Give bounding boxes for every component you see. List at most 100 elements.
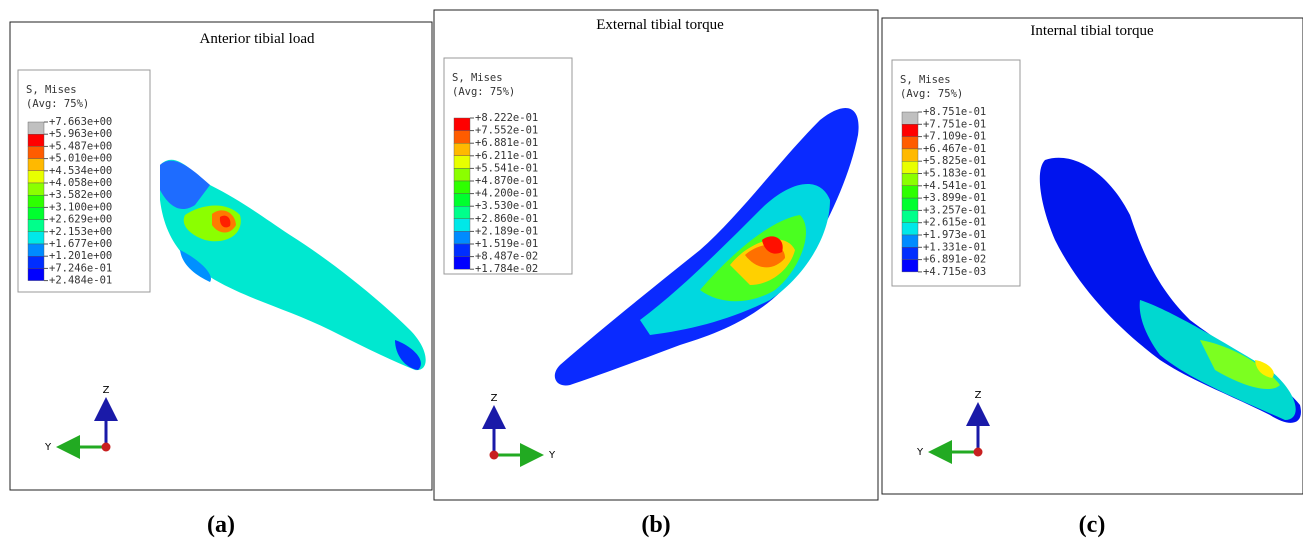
legend-value: +1.677e+00 — [49, 238, 112, 250]
legend-swatch — [28, 146, 44, 158]
panel-title: Internal tibial torque — [1030, 23, 1154, 39]
axis-origin — [490, 451, 499, 460]
mesh-c — [1040, 158, 1301, 423]
legend-value: +5.183e-01 — [923, 168, 986, 180]
legend-swatch — [902, 198, 918, 210]
legend-swatch — [902, 137, 918, 149]
legend-swatch — [902, 247, 918, 259]
legend-value: +7.109e-01 — [923, 131, 986, 143]
legend-value: +1.201e+00 — [49, 250, 112, 262]
legend-swatch — [902, 149, 918, 161]
legend-value: +6.467e-01 — [923, 143, 986, 155]
legend-value: +4.715e-03 — [923, 266, 986, 278]
legend-swatch — [454, 231, 470, 244]
legend-swatch — [454, 181, 470, 194]
legend: S, Mises(Avg: 75%)+8.222e-01+7.552e-01+6… — [444, 58, 572, 275]
figure: Anterior tibial load S, Mises (Avg: 75%) +7… — [0, 0, 1303, 542]
legend-swatch — [902, 161, 918, 173]
legend-value: +2.629e+00 — [49, 214, 112, 226]
legend-swatch — [902, 223, 918, 235]
legend-swatch — [454, 206, 470, 219]
legend-swatch — [902, 112, 918, 124]
legend-value: +3.899e-01 — [923, 192, 986, 204]
axis-label-y: Y — [548, 450, 556, 461]
panel-label: (b) — [641, 512, 670, 538]
mesh-a — [160, 160, 426, 370]
legend-title: S, Mises — [452, 72, 503, 84]
legend-swatch — [28, 256, 44, 268]
legend-value: +7.552e-01 — [475, 125, 538, 137]
legend-value: +2.860e-01 — [475, 213, 538, 225]
legend-swatch — [454, 131, 470, 144]
legend-swatch — [28, 244, 44, 256]
legend-value: +6.881e-01 — [475, 137, 538, 149]
legend-swatch — [454, 168, 470, 181]
legend-value: +1.331e-01 — [923, 241, 986, 253]
legend-value: +1.973e-01 — [923, 229, 986, 241]
legend-value: +8.487e-02 — [475, 251, 538, 263]
legend-swatch — [454, 244, 470, 257]
legend-swatch — [902, 210, 918, 222]
legend-swatch — [28, 207, 44, 219]
legend-swatch — [28, 268, 44, 280]
legend-value: +8.751e-01 — [923, 106, 986, 118]
axis-label-y: Y — [916, 447, 924, 458]
panel-title: Anterior tibial load — [200, 31, 315, 47]
axis-origin — [102, 443, 111, 452]
legend-swatch — [454, 143, 470, 156]
legend-swatch — [28, 134, 44, 146]
legend-subtitle: (Avg: 75%) — [900, 88, 963, 100]
legend-title: S, Mises — [900, 74, 951, 86]
legend-swatch — [28, 220, 44, 232]
legend-subtitle: (Avg: 75%) — [26, 98, 89, 110]
legend-value: +3.530e-01 — [475, 200, 538, 212]
legend-swatch — [454, 118, 470, 131]
legend-swatch — [28, 159, 44, 171]
legend-value: +4.200e-01 — [475, 188, 538, 200]
legend-swatch — [28, 183, 44, 195]
legend-value: +2.189e-01 — [475, 225, 538, 237]
legend-swatch — [454, 194, 470, 207]
legend-value: +2.615e-01 — [923, 217, 986, 229]
legend-value: +5.825e-01 — [923, 155, 986, 167]
legend-value: +5.010e+00 — [49, 153, 112, 165]
legend-value: +3.582e+00 — [49, 189, 112, 201]
legend-swatch — [902, 124, 918, 136]
panel-label: (a) — [207, 512, 235, 538]
legend-swatch — [902, 174, 918, 186]
legend: S, Mises(Avg: 75%)+7.663e+00+5.963e+00+5… — [18, 70, 150, 292]
legend-value: +4.058e+00 — [49, 177, 112, 189]
legend-swatch — [902, 186, 918, 198]
legend-swatch — [902, 235, 918, 247]
legend-value: +6.211e-01 — [475, 150, 538, 162]
mesh-b — [555, 108, 859, 385]
legend-title: S, Mises — [26, 84, 77, 96]
legend-value: +1.519e-01 — [475, 238, 538, 250]
legend-value: +4.541e-01 — [923, 180, 986, 192]
legend-value: +4.870e-01 — [475, 175, 538, 187]
legend: S, Mises(Avg: 75%)+8.751e-01+7.751e-01+7… — [892, 60, 1020, 286]
legend-swatch — [28, 195, 44, 207]
legend-swatch — [28, 122, 44, 134]
legend-value: +7.663e+00 — [49, 116, 112, 128]
axis-label-z: Z — [491, 393, 498, 404]
legend-value: +3.257e-01 — [923, 204, 986, 216]
legend-swatch — [28, 232, 44, 244]
legend-value: +7.246e-01 — [49, 262, 112, 274]
legend-value: +2.484e-01 — [49, 275, 112, 287]
legend-swatch — [28, 171, 44, 183]
legend-swatch — [454, 257, 470, 270]
legend-value: +5.541e-01 — [475, 162, 538, 174]
legend-subtitle: (Avg: 75%) — [452, 86, 515, 98]
legend-swatch — [454, 156, 470, 169]
axis-label-z: Z — [103, 385, 110, 396]
panel-title: External tibial torque — [596, 17, 724, 33]
legend-swatch — [902, 260, 918, 272]
panel-label: (c) — [1079, 512, 1106, 538]
legend-value: +8.222e-01 — [475, 112, 538, 124]
legend-value: +4.534e+00 — [49, 165, 112, 177]
axis-label-z: Z — [975, 390, 982, 401]
legend-value: +5.963e+00 — [49, 128, 112, 140]
legend-value: +2.153e+00 — [49, 226, 112, 238]
legend-value: +5.487e+00 — [49, 140, 112, 152]
